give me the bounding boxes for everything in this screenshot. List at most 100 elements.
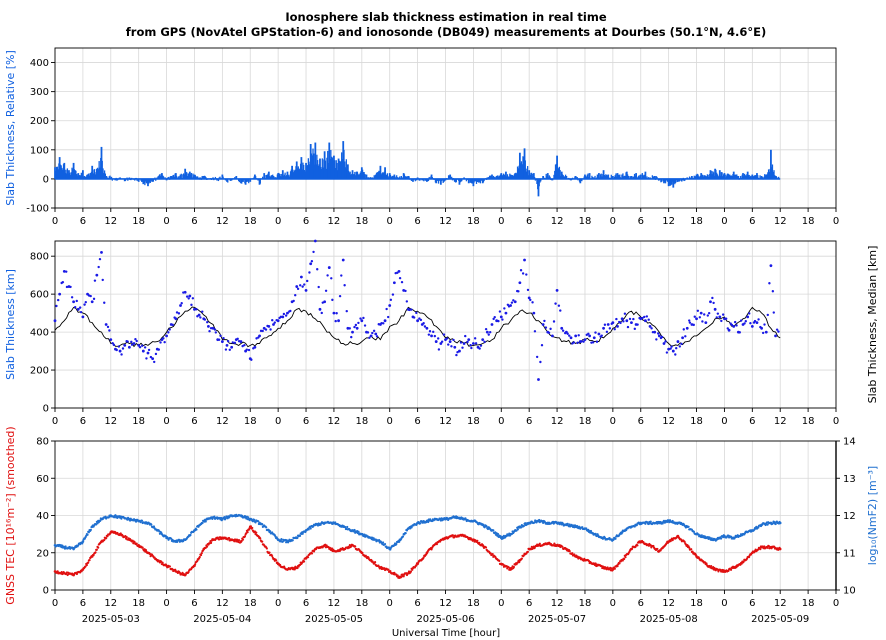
slab-point: [282, 312, 286, 316]
slab-point: [448, 340, 452, 343]
slab-point: [531, 301, 534, 304]
y-tick-label: 300: [30, 87, 49, 98]
x-tick-label: 0: [610, 216, 616, 227]
slab-point: [620, 317, 624, 321]
slab-point: [772, 311, 775, 314]
x-tick-label: 0: [721, 598, 727, 609]
tec-series-point: [387, 568, 390, 571]
slab-point: [555, 288, 559, 292]
slab-point: [405, 300, 409, 303]
x-tick-label: 12: [551, 216, 564, 227]
slab-point: [98, 257, 102, 261]
slab-point: [753, 319, 757, 323]
slab-point: [535, 355, 539, 359]
nmf2-series-point: [708, 536, 711, 539]
tec-series-point: [710, 564, 713, 568]
slab-point: [675, 346, 678, 350]
slab-point: [723, 317, 726, 321]
nmf2-series-point: [502, 534, 506, 537]
slab-point: [309, 262, 313, 266]
slab-point: [650, 327, 653, 330]
slab-point: [549, 327, 552, 331]
slab-point: [318, 307, 322, 311]
slab-point: [350, 335, 353, 339]
slab-point: [608, 327, 612, 330]
slab-point: [434, 340, 438, 343]
slab-point: [720, 319, 723, 323]
slab-point: [355, 326, 359, 330]
x-tick-label: 18: [802, 416, 815, 427]
slab-point: [226, 340, 230, 343]
tec-series-point: [354, 545, 357, 548]
slab-point: [636, 323, 639, 326]
slab-point: [743, 322, 746, 325]
date-label: 2025-05-06: [416, 614, 474, 625]
slab-point: [632, 317, 635, 321]
x-tick-label: 0: [498, 216, 504, 227]
slab-point: [718, 315, 722, 319]
slab-point: [292, 299, 295, 303]
slab-point: [492, 317, 495, 321]
tec-series-point: [92, 554, 95, 557]
slab-point: [452, 338, 455, 342]
y-axis-label-right: Slab Thickness, Median [km]: [866, 246, 879, 404]
nmf2-series-point: [254, 521, 257, 524]
tec-series-point: [478, 541, 481, 544]
y-axis-label: Slab Thickness [km]: [4, 269, 17, 380]
slab-point: [258, 334, 261, 338]
x-tick-label: 12: [774, 598, 787, 609]
slab-point: [695, 317, 698, 321]
nmf2-series-point: [204, 520, 207, 523]
slab-point: [766, 313, 769, 317]
slab-point: [693, 315, 696, 318]
x-tick-label: 18: [690, 598, 703, 609]
slab-point: [447, 343, 450, 346]
x-tick-label: 0: [610, 598, 616, 609]
slab-point: [630, 321, 633, 325]
nmf2-series-point: [261, 522, 264, 526]
slab-point: [544, 326, 548, 329]
tec-series-point: [105, 536, 108, 540]
slab-point: [703, 313, 706, 316]
slab-point: [698, 316, 702, 319]
tec-series-point: [636, 544, 639, 547]
slab-point: [241, 344, 244, 348]
slab-point: [425, 326, 429, 330]
tec-series-point: [194, 563, 197, 566]
nmf2-series-point: [86, 533, 89, 536]
tec-series-point: [773, 545, 776, 548]
slab-point: [699, 311, 703, 315]
median-line-group: [54, 306, 781, 348]
tec-series-point: [656, 547, 659, 551]
tec-series-point: [279, 563, 282, 567]
x-tick-label: 12: [216, 216, 229, 227]
slab-point: [123, 343, 127, 347]
nmf2-series-point: [419, 522, 422, 525]
slab-point: [343, 284, 346, 287]
slab-point: [490, 323, 494, 326]
slab-point: [159, 341, 162, 344]
slab-point: [149, 355, 153, 359]
plot-frame: [54, 240, 837, 409]
x-tick-label: 0: [52, 416, 58, 427]
slab-point: [231, 341, 234, 344]
tec-series-point: [383, 567, 386, 570]
nmf2-series-point: [516, 528, 519, 531]
tec-series-point: [200, 553, 203, 557]
tec-series-point: [611, 568, 615, 571]
nmf2-series-point: [566, 522, 569, 525]
slab-point: [712, 301, 715, 305]
tec-series-point: [141, 546, 144, 549]
slab-point: [69, 285, 72, 289]
slab-point: [58, 292, 62, 296]
slab-point: [209, 327, 213, 330]
slab-point: [674, 353, 677, 356]
slab-point: [473, 337, 477, 340]
slab-point: [484, 327, 488, 331]
slab-point: [334, 319, 337, 323]
slab-point: [602, 326, 605, 330]
tec-series-point: [249, 525, 253, 528]
slab-point: [117, 345, 121, 348]
slab-point: [398, 276, 402, 280]
